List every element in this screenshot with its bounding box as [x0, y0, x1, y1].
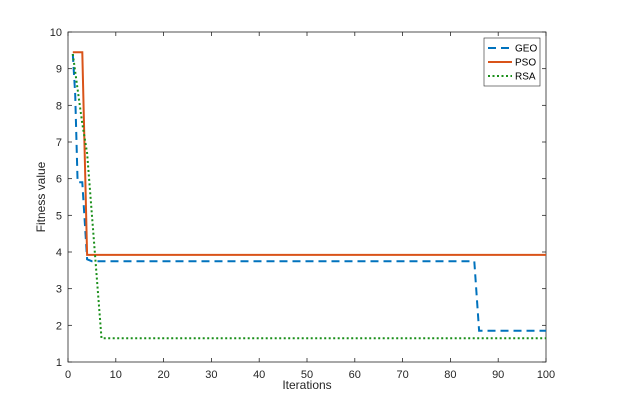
series-line-geo — [71, 53, 546, 332]
y-tick-label: 2 — [56, 320, 62, 332]
y-tick-label: 8 — [56, 100, 62, 112]
legend: GEO PSO RSA — [483, 37, 541, 87]
x-axis-label: Iterations — [282, 378, 331, 392]
series-layer — [71, 51, 546, 340]
y-axis-label: Fitness value — [34, 161, 48, 232]
x-tick-label: 40 — [253, 369, 265, 381]
x-tick-label: 80 — [444, 369, 456, 381]
y-tick-label: 1 — [56, 357, 62, 369]
series-line-pso — [72, 51, 546, 256]
x-tick-label: 70 — [396, 369, 408, 381]
x-tick-label: 30 — [205, 369, 217, 381]
plot-frame — [67, 31, 547, 363]
y-tick-label: 4 — [56, 247, 62, 259]
x-tick-label: 100 — [537, 369, 555, 381]
x-tick-label: 60 — [349, 369, 361, 381]
x-tick-label: 20 — [157, 369, 169, 381]
y-tick-label: 9 — [56, 64, 62, 76]
x-tick-label: 90 — [492, 369, 504, 381]
series-line-rsa — [71, 53, 546, 340]
legend-label-rsa: RSA — [515, 72, 536, 83]
x-tick-label: 0 — [65, 369, 71, 381]
y-tick-label: 6 — [56, 174, 62, 186]
plot-axes: 0 10 20 30 40 50 60 70 80 90 100 1 2 3 4 5 6 7 8 9 10 — [50, 27, 555, 381]
y-tick-label: 3 — [56, 284, 62, 296]
y-tick-label: 5 — [56, 210, 62, 222]
y-tick-label: 7 — [56, 137, 62, 149]
x-tick-label: 50 — [301, 369, 313, 381]
legend-label-pso: PSO — [515, 58, 536, 69]
legend-label-geo: GEO — [515, 44, 537, 55]
y-tick-label: 10 — [50, 27, 62, 39]
x-tick-label: 10 — [110, 369, 122, 381]
